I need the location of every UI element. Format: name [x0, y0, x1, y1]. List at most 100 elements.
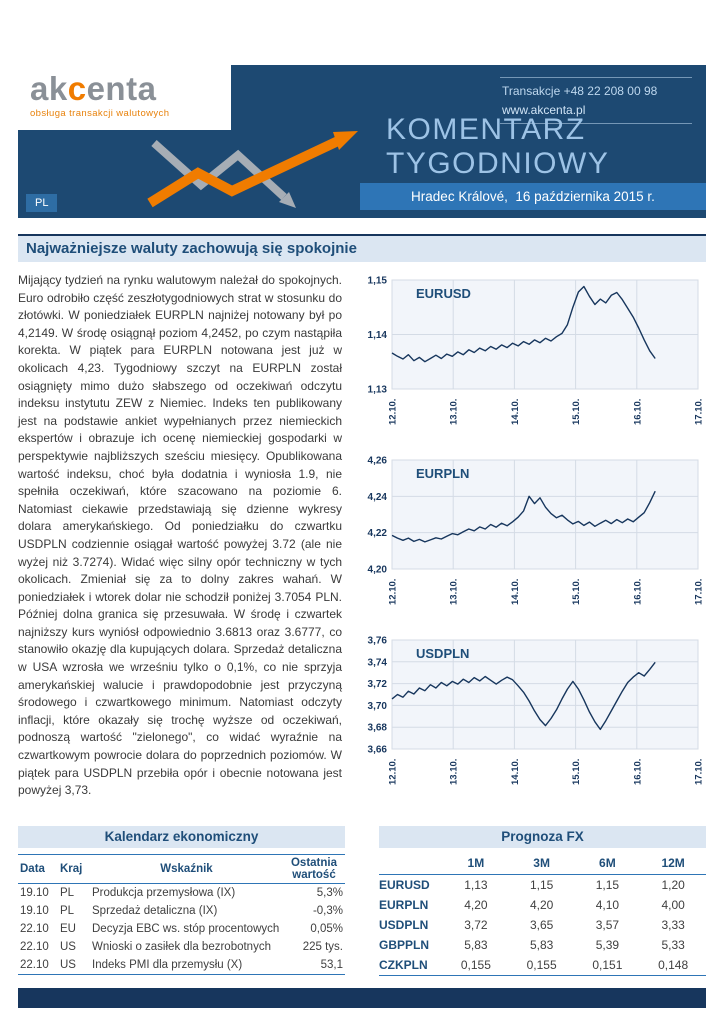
- svg-text:12.10.: 12.10.: [388, 759, 399, 785]
- svg-text:4,26: 4,26: [368, 456, 388, 467]
- svg-text:16.10.: 16.10.: [632, 399, 643, 425]
- forecast-cell: 0,155: [443, 954, 509, 976]
- svg-text:17.10.: 17.10.: [694, 759, 705, 785]
- pair-label: GBPPLN: [379, 937, 430, 952]
- forecast-cell: 1,20: [661, 877, 685, 892]
- calendar-cell: 22.10: [20, 940, 49, 953]
- calendar-table: Data Kraj Wskaźnik Ostatnia wartość 19.1…: [18, 853, 345, 975]
- contact-phone: Transakcje +48 22 208 00 98: [502, 84, 658, 98]
- forecast-cell: 5,83: [464, 937, 488, 952]
- dateline-bar: Hradec Králové, 16 października 2015 r.: [360, 183, 706, 210]
- svg-text:13.10.: 13.10.: [449, 579, 460, 605]
- forecast-cell: 5,83: [529, 937, 554, 952]
- calendar-cell: US: [58, 955, 90, 975]
- table-row: 19.10 PL Produkcja przemysłowa (IX) 5,3%: [18, 883, 345, 902]
- table-row: 22.10 EU Decyzja EBC ws. stóp procentowy…: [18, 920, 345, 938]
- title-line2: TYGODNIOWY: [386, 146, 610, 180]
- table-row: EURPLN 4,20 4,20 4,10 4,00: [379, 895, 706, 915]
- calendar-block: Kalendarz ekonomiczny Data Kraj Wskaźnik…: [18, 825, 345, 976]
- logo-tagline: obsługa transakcji walutowych: [30, 108, 170, 119]
- calendar-cell: US: [60, 940, 76, 953]
- svg-text:1,14: 1,14: [368, 330, 388, 341]
- forecast-cell: 0,148: [640, 954, 706, 976]
- calendar-cell: 53,1: [283, 955, 345, 975]
- calendar-header-row: Data Kraj Wskaźnik Ostatnia wartość: [18, 853, 345, 884]
- svg-text:14.10.: 14.10.: [510, 759, 521, 785]
- svg-text:1,15: 1,15: [368, 276, 388, 287]
- svg-text:3,74: 3,74: [368, 657, 388, 668]
- svg-text:14.10.: 14.10.: [510, 399, 521, 425]
- logo-accent: c: [67, 70, 87, 107]
- corner-cell: [379, 853, 443, 875]
- svg-text:3,66: 3,66: [368, 745, 388, 756]
- calendar-cell: PL: [60, 886, 75, 899]
- contact-block: Transakcje +48 22 208 00 98 www.akcenta.…: [500, 77, 692, 125]
- orange-trend-line: [147, 136, 341, 208]
- forecast-cell: 1,15: [529, 877, 554, 892]
- forecast-cell: 1,13: [464, 877, 488, 892]
- calendar-cell: Decyzja EBC ws. stóp procentowych: [92, 922, 280, 935]
- calendar-title: Kalendarz ekonomiczny: [18, 825, 345, 848]
- calendar-cell: PL: [60, 904, 75, 917]
- charts-column: 1,13 1,14 1,15 12.10. 13.10. 14.10. 15.10. 16.1…: [356, 272, 706, 800]
- headline: Najważniejsze waluty zachowują się spoko…: [18, 234, 706, 262]
- table-row: 19.10 PL Sprzedaż detaliczna (IX) -0,3%: [18, 902, 345, 920]
- svg-text:12.10.: 12.10.: [388, 579, 399, 605]
- table-row: 22.10 US Indeks PMI dla przemysłu (X) 53…: [18, 955, 345, 975]
- forecast-cell: 3,57: [595, 917, 620, 932]
- table-row: CZKPLN 0,155 0,155 0,151 0,148: [379, 954, 706, 976]
- pair-label: CZKPLN: [379, 954, 443, 976]
- forecast-cell: 0,155: [508, 954, 575, 976]
- calendar-cell: 19.10: [20, 886, 49, 899]
- pair-label: EURUSD: [379, 877, 430, 892]
- logo-part1: ak: [30, 70, 68, 107]
- forecast-cell: 4,20: [529, 897, 554, 912]
- svg-text:1,13: 1,13: [368, 385, 388, 396]
- svg-text:4,20: 4,20: [368, 565, 388, 576]
- column-header: Data: [18, 853, 58, 884]
- footer-bar: [18, 988, 706, 1008]
- table-row: EURUSD 1,13 1,15 1,15 1,20: [379, 874, 706, 895]
- calendar-cell: 22.10: [18, 955, 58, 975]
- forecast-cell: 1,15: [595, 877, 620, 892]
- forecast-table: 1M 3M 6M 12M EURUSD 1,13 1,15 1,15 1,20: [379, 853, 706, 976]
- forecast-cell: 0,151: [574, 954, 641, 976]
- table-row: USDPLN 3,72 3,65 3,57 3,33: [379, 915, 706, 935]
- logo-part2: enta: [86, 70, 157, 107]
- article-body: Mijający tydzień na rynku walutowym nale…: [18, 273, 342, 798]
- svg-text:16.10.: 16.10.: [632, 759, 643, 785]
- forecast-cell: 4,10: [595, 897, 620, 912]
- forecast-cell: 4,20: [464, 897, 488, 912]
- svg-text:13.10.: 13.10.: [449, 399, 460, 425]
- calendar-cell: 22.10: [20, 922, 49, 935]
- svg-text:3,72: 3,72: [368, 679, 388, 690]
- forecast-cell: 3,33: [661, 917, 685, 932]
- column-header: Kraj: [58, 853, 90, 884]
- svg-text:14.10.: 14.10.: [510, 579, 521, 605]
- calendar-cell: 19.10: [20, 904, 49, 917]
- forecast-title: Prognoza FX: [379, 825, 706, 848]
- table-row: 22.10 US Wnioski o zasiłek dla bezrobotn…: [18, 938, 345, 956]
- column-header: 3M: [508, 853, 575, 875]
- language-badge: PL: [26, 194, 58, 212]
- svg-text:EURUSD: EURUSD: [416, 286, 471, 301]
- forecast-cell: 3,72: [464, 917, 488, 932]
- svg-text:3,76: 3,76: [368, 636, 388, 647]
- forecast-cell: 5,39: [595, 937, 620, 952]
- calendar-cell: 5,3%: [316, 886, 343, 899]
- calendar-cell: Wnioski o zasiłek dla bezrobotnych: [92, 940, 271, 953]
- website-link[interactable]: www.akcenta.pl: [502, 102, 586, 117]
- calendar-cell: Sprzedaż detaliczna (IX): [92, 904, 218, 917]
- svg-text:EURPLN: EURPLN: [416, 466, 469, 481]
- column-header: Ostatnia wartość: [283, 853, 345, 884]
- weekly-comment-title: KOMENTARZ TYGODNIOWY: [386, 113, 609, 180]
- svg-text:13.10.: 13.10.: [449, 759, 460, 785]
- forecast-cell: 4,00: [661, 897, 685, 912]
- forecast-header-row: 1M 3M 6M 12M: [379, 853, 706, 875]
- gray-arrowhead-icon: [279, 192, 296, 208]
- svg-text:15.10.: 15.10.: [571, 399, 582, 425]
- chart-eurusd: 1,13 1,14 1,15 12.10. 13.10. 14.10. 15.10. 16.1…: [356, 272, 706, 434]
- svg-text:3,70: 3,70: [368, 701, 388, 712]
- column-header: 12M: [640, 853, 706, 875]
